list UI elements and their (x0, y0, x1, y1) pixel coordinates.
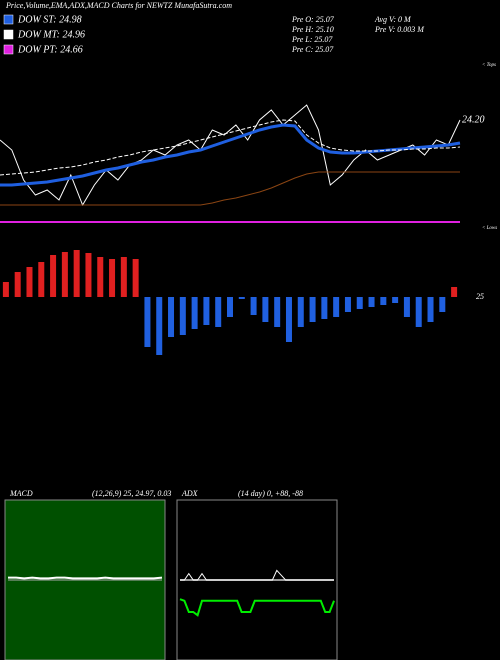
bar (297, 297, 304, 327)
bar (26, 267, 33, 297)
bar (168, 297, 175, 337)
bar (215, 297, 222, 327)
bar (333, 297, 340, 317)
bar (427, 297, 434, 322)
panel-subtitle: (14 day) 0, +88, -88 (238, 489, 303, 498)
last-price-label: 24.20 (462, 114, 485, 125)
series-line (8, 576, 163, 580)
bar (203, 297, 210, 325)
bar (85, 253, 92, 297)
bar (356, 297, 363, 309)
series-line (0, 104, 461, 207)
bar (344, 297, 351, 312)
panel-title: MACD (9, 489, 33, 498)
bar (156, 297, 163, 355)
legend-label: DOW PT: 24.66 (17, 44, 83, 55)
bar (250, 297, 257, 315)
bar (439, 297, 446, 312)
bar (50, 255, 57, 297)
panel-subtitle: (12,26,9) 25, 24.97, 0.03 (92, 489, 171, 498)
price-info: Pre H: 25.10 (291, 25, 334, 34)
bar (274, 297, 281, 327)
volume-info: Avg V: 0 M (374, 15, 412, 24)
price-info: Pre C: 25.07 (291, 45, 334, 54)
volume-info: Pre V: 0.003 M (374, 25, 425, 34)
bar (403, 297, 410, 317)
legend-swatch (3, 44, 14, 55)
bar (415, 297, 422, 327)
bar (2, 282, 9, 297)
page-title: Price,Volume,EMA,ADX,MACD Charts for NEW… (5, 1, 232, 10)
bar (262, 297, 269, 322)
bar (191, 297, 198, 329)
price-info: Pre O: 25.07 (291, 15, 335, 24)
series-line (0, 119, 461, 176)
annotation: < Lows (482, 226, 497, 231)
bar (120, 257, 127, 297)
price-info: Pre L: 25.07 (291, 35, 333, 44)
bar (309, 297, 316, 322)
bar (97, 257, 104, 297)
bar (451, 287, 458, 297)
bar (38, 262, 45, 297)
bar (392, 297, 399, 303)
bar (321, 297, 328, 319)
bar (179, 297, 186, 335)
bar (61, 252, 68, 297)
bar (132, 259, 139, 297)
bar (227, 297, 233, 317)
series-line (179, 598, 335, 617)
panel-title: ADX (181, 489, 199, 498)
annotation: < Tops (482, 63, 496, 68)
bar (73, 250, 80, 297)
series-line (180, 569, 334, 581)
bar (238, 297, 245, 299)
baseline-label: 25 (476, 292, 484, 301)
bar (380, 297, 387, 305)
series-line (0, 171, 460, 206)
legend-swatch (3, 14, 14, 25)
bar (109, 259, 116, 297)
bar (285, 297, 292, 342)
legend-label: DOW ST: 24.98 (17, 14, 82, 25)
series-line (0, 123, 461, 187)
bar (368, 297, 375, 307)
bar (144, 297, 151, 347)
bar (14, 272, 21, 297)
legend-swatch (3, 29, 14, 40)
legend-label: DOW MT: 24.96 (17, 29, 85, 40)
